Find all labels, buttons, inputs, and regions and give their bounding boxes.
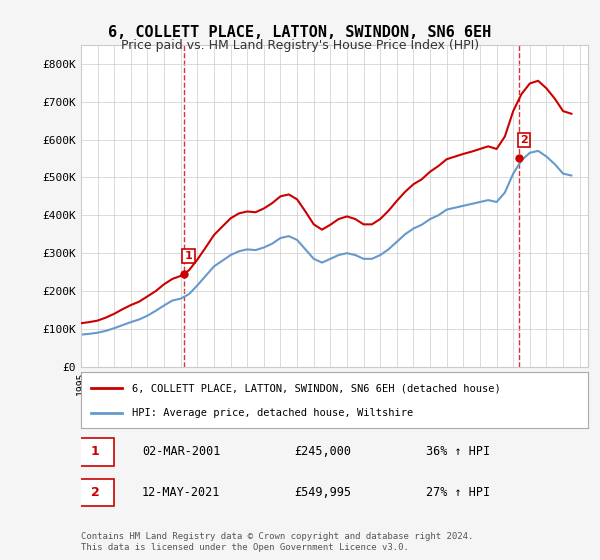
FancyBboxPatch shape (76, 438, 114, 466)
Text: £245,000: £245,000 (294, 445, 351, 459)
Text: 1: 1 (91, 445, 100, 459)
Text: 12-MAY-2021: 12-MAY-2021 (142, 486, 220, 499)
Text: HPI: Average price, detached house, Wiltshire: HPI: Average price, detached house, Wilt… (132, 408, 413, 418)
Text: 2: 2 (520, 135, 528, 145)
Text: £549,995: £549,995 (294, 486, 351, 499)
Text: 1: 1 (185, 251, 193, 261)
Text: 6, COLLETT PLACE, LATTON, SWINDON, SN6 6EH (detached house): 6, COLLETT PLACE, LATTON, SWINDON, SN6 6… (132, 383, 500, 393)
Text: Price paid vs. HM Land Registry's House Price Index (HPI): Price paid vs. HM Land Registry's House … (121, 39, 479, 52)
Text: 36% ↑ HPI: 36% ↑ HPI (426, 445, 490, 459)
Text: 2: 2 (91, 486, 100, 499)
FancyBboxPatch shape (76, 479, 114, 506)
Text: Contains HM Land Registry data © Crown copyright and database right 2024.
This d: Contains HM Land Registry data © Crown c… (81, 532, 473, 552)
Text: 27% ↑ HPI: 27% ↑ HPI (426, 486, 490, 499)
Text: 6, COLLETT PLACE, LATTON, SWINDON, SN6 6EH: 6, COLLETT PLACE, LATTON, SWINDON, SN6 6… (109, 25, 491, 40)
Text: 02-MAR-2001: 02-MAR-2001 (142, 445, 220, 459)
